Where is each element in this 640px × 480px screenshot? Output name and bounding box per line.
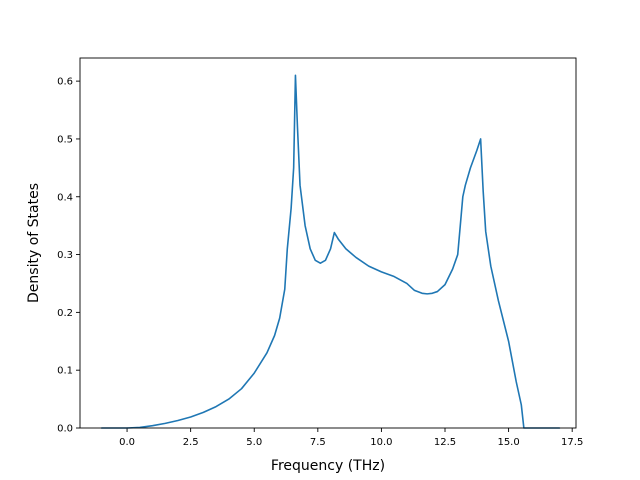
plot-area (80, 58, 576, 428)
y-axis-label: Density of States (26, 183, 42, 303)
y-tick-label: 0.1 (57, 366, 73, 377)
plot-frame (79, 57, 577, 429)
y-tick-label: 0.5 (57, 134, 73, 145)
x-tick-label: 10.0 (370, 437, 392, 448)
y-tick-label: 0.6 (57, 77, 73, 88)
y-tick-label: 0.2 (57, 308, 73, 319)
x-tick-label: 0.0 (119, 437, 135, 448)
x-tick-label: 5.0 (246, 437, 262, 448)
dos-series-line (100, 74, 561, 429)
x-tick-label: 7.5 (310, 437, 326, 448)
y-axis-ticks: 0.0 0.1 0.2 0.3 0.4 0.5 0.6 (57, 77, 80, 435)
x-tick-label: 12.5 (434, 437, 456, 448)
y-tick-label: 0.4 (57, 192, 73, 203)
y-tick-label: 0.3 (57, 250, 73, 261)
x-axis-ticks: 0.0 2.5 5.0 7.5 10.0 12.5 15.0 17.5 (119, 428, 583, 448)
x-axis-label: Frequency (THz) (271, 458, 385, 474)
x-tick-label: 2.5 (183, 437, 199, 448)
x-tick-label: 17.5 (561, 437, 583, 448)
x-tick-label: 15.0 (497, 437, 519, 448)
y-tick-label: 0.0 (57, 424, 73, 435)
